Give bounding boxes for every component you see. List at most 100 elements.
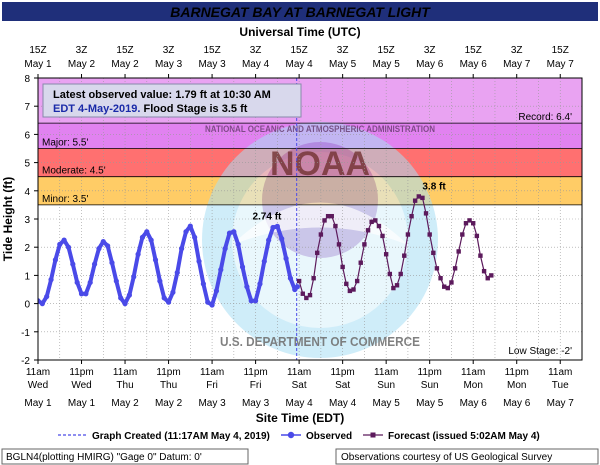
observed-point — [122, 301, 128, 307]
forecast-point — [489, 273, 494, 278]
flood-band-labels: Record: 6.4' Major: 5.5' Moderate: 4.5' Min… — [38, 78, 582, 360]
observed-point — [209, 302, 215, 308]
top-tick-date: May 6 — [460, 59, 488, 70]
title-bar: BARNEGAT BAY AT BARNEGAT LIGHT — [2, 2, 598, 21]
observed-point — [135, 251, 141, 257]
observed-point — [65, 244, 72, 250]
x-tick-time: 11pm — [243, 367, 267, 378]
latest-value-box: Latest observed value: 1.79 ft at 10:30 … — [42, 83, 302, 118]
x-tick-date: May 3 — [198, 398, 226, 409]
y-tick-label: -2 — [21, 356, 30, 367]
x-tick-time: 11pm — [505, 367, 529, 378]
forecast-point — [412, 198, 418, 203]
forecast-point — [427, 232, 432, 237]
observed-point — [270, 224, 276, 231]
x-tick-time: 11pm — [418, 367, 442, 378]
observed-point — [226, 230, 233, 236]
top-tick-date: May 6 — [416, 59, 444, 70]
x-tick-date: May 1 — [68, 398, 96, 409]
y-axis-ticks: -2 -1 0 1 2 3 4 5 6 7 8 — [21, 74, 38, 367]
y-tick-label: 8 — [24, 74, 30, 85]
forecast-point — [376, 223, 382, 229]
forecast-point — [333, 223, 338, 229]
forecast-point — [445, 285, 450, 291]
value-annotations: 2.74 ft 3.8 ft — [252, 181, 446, 222]
forecast-point — [347, 288, 353, 294]
footer-credit: Observations courtesy of US Geological S… — [341, 452, 552, 463]
watermark-center-text: NOAA — [270, 145, 370, 183]
x-axis-label: Site Time (EDT) — [256, 411, 344, 425]
forecast-point — [369, 219, 374, 225]
top-tick-time: 15Z — [465, 45, 482, 56]
forecast-point — [365, 228, 371, 233]
x-tick-day: Mon — [507, 380, 526, 391]
observed-point — [39, 301, 45, 307]
x-tick-day: Fri — [206, 380, 218, 391]
x-tick-date: May 6 — [503, 398, 531, 409]
observed-point — [196, 258, 202, 264]
y-tick-label: 1 — [24, 271, 30, 282]
x-tick-day: Mon — [463, 380, 482, 391]
x-tick-day: Sun — [421, 380, 439, 391]
forecast-point — [322, 218, 327, 223]
x-tick-time: 11am — [548, 367, 572, 378]
observed-point — [287, 275, 294, 281]
forecast-point — [423, 211, 429, 216]
observed-point — [126, 292, 132, 298]
top-tick-time: 3Z — [424, 45, 436, 56]
forecast-point — [307, 292, 313, 298]
x-tick-day: Fri — [250, 380, 262, 391]
forecast-point — [351, 287, 356, 292]
forecast-point — [318, 232, 324, 237]
observed-point — [139, 234, 146, 240]
x-tick-date: May 4 — [286, 398, 314, 409]
observed-point — [222, 246, 228, 252]
x-tick-day: Sat — [335, 380, 350, 391]
watermark-ring-bottom: U.S. DEPARTMENT OF COMMERCE — [220, 334, 420, 349]
forecast-point — [471, 221, 476, 226]
x-tick-date: May 1 — [24, 398, 52, 409]
x-tick-date: May 6 — [460, 398, 488, 409]
latest-value-line1: Latest observed value: 1.79 ft at 10:30 … — [53, 89, 271, 101]
top-tick-date: May 5 — [329, 59, 357, 70]
x-tick-time: 11am — [374, 367, 398, 378]
top-tick-date: May 2 — [111, 59, 139, 70]
top-tick-date: May 7 — [503, 59, 531, 70]
x-tick-date: May 2 — [111, 398, 139, 409]
forecast-point — [387, 271, 393, 277]
observed-point — [78, 291, 85, 297]
legend-forecast: Forecast (issued 5:02AM May 4) — [388, 431, 540, 442]
x-tick-day: Wed — [28, 380, 48, 391]
top-tick-date: May 7 — [547, 59, 575, 70]
forecast-point — [394, 283, 400, 288]
observed-point — [179, 246, 185, 252]
observed-point — [157, 278, 163, 284]
forecast-point — [296, 278, 302, 284]
x-tick-date: May 5 — [373, 398, 401, 409]
watermark-ring-top: NATIONAL OCEANIC AND ATMOSPHERIC ADMINIS… — [205, 124, 435, 134]
top-tick-date: May 1 — [24, 59, 52, 70]
x-tick-time: 11am — [287, 367, 311, 378]
observed-point — [44, 293, 50, 300]
y-tick-label: 5 — [24, 159, 30, 170]
forecast-point — [340, 264, 345, 270]
forecast-point — [431, 250, 436, 256]
latest-value-date: EDT 4-May-2019. — [53, 103, 140, 115]
x-tick-time: 11pm — [156, 367, 180, 378]
flood-label-minor: Minor: 3.5' — [42, 194, 88, 205]
forecast-point — [481, 268, 487, 274]
observed-point — [283, 255, 289, 262]
observed-point — [70, 261, 76, 267]
forecast-point — [391, 285, 396, 291]
y-axis-label: Tide Height (ft) — [1, 177, 15, 261]
observed-point — [74, 279, 80, 286]
forecast-point — [325, 213, 331, 219]
y-tick-label: 6 — [24, 130, 30, 141]
observed-point — [174, 269, 180, 276]
flood-label-low-stage: Low Stage: -2' — [508, 346, 572, 357]
forecast-point — [315, 250, 320, 256]
forecast-point — [449, 280, 454, 285]
forecast-point — [304, 295, 309, 301]
observed-point — [144, 229, 150, 235]
forecast-point — [463, 221, 469, 226]
